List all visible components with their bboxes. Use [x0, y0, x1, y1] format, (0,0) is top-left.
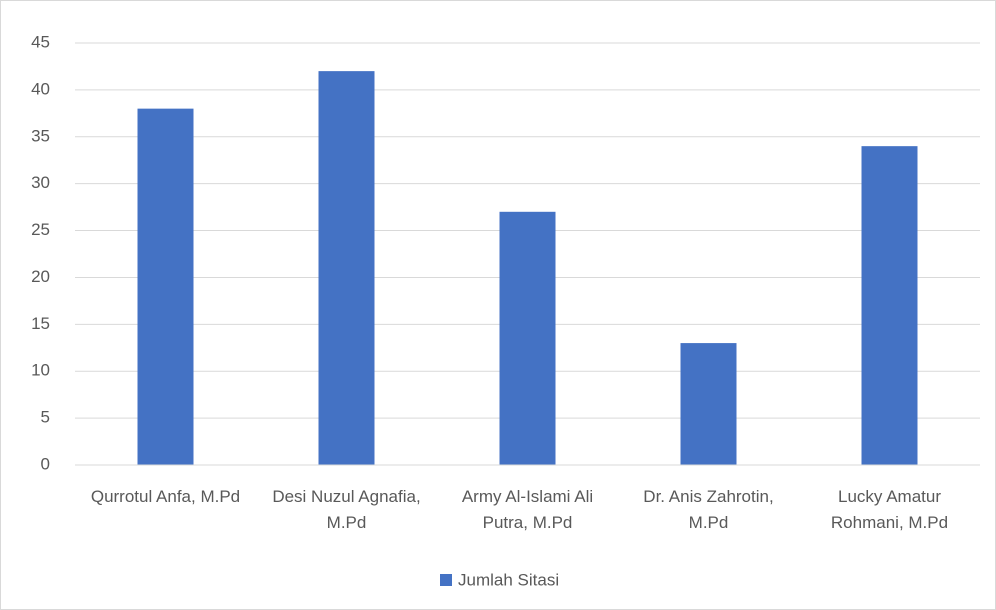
y-tick-label: 0 — [41, 454, 50, 473]
bar — [318, 71, 375, 465]
bar — [499, 211, 556, 465]
x-tick-label: Dr. Anis Zahrotin, M.Pd — [643, 487, 773, 532]
legend-swatch — [440, 574, 452, 586]
x-tick-label: Desi Nuzul Agnafia, M.Pd — [272, 487, 420, 532]
bar — [137, 108, 194, 466]
y-tick-label: 30 — [31, 173, 50, 192]
bar — [680, 343, 737, 465]
y-tick-label: 20 — [31, 267, 50, 286]
x-tick-label: Qurrotul Anfa, M.Pd — [91, 487, 240, 506]
y-tick-label: 45 — [31, 32, 50, 51]
y-tick-label: 35 — [31, 126, 50, 145]
y-tick-label: 40 — [31, 79, 50, 98]
x-tick-label: Army Al-Islami Ali Putra, M.Pd — [462, 487, 593, 532]
x-tick-label: Lucky Amatur Rohmani, M.Pd — [831, 487, 948, 532]
legend-label: Jumlah Sitasi — [458, 570, 559, 589]
y-tick-label: 15 — [31, 314, 50, 333]
y-tick-label: 10 — [31, 361, 50, 380]
bar — [861, 146, 918, 465]
y-tick-label: 5 — [41, 408, 50, 427]
y-tick-label: 25 — [31, 220, 50, 239]
